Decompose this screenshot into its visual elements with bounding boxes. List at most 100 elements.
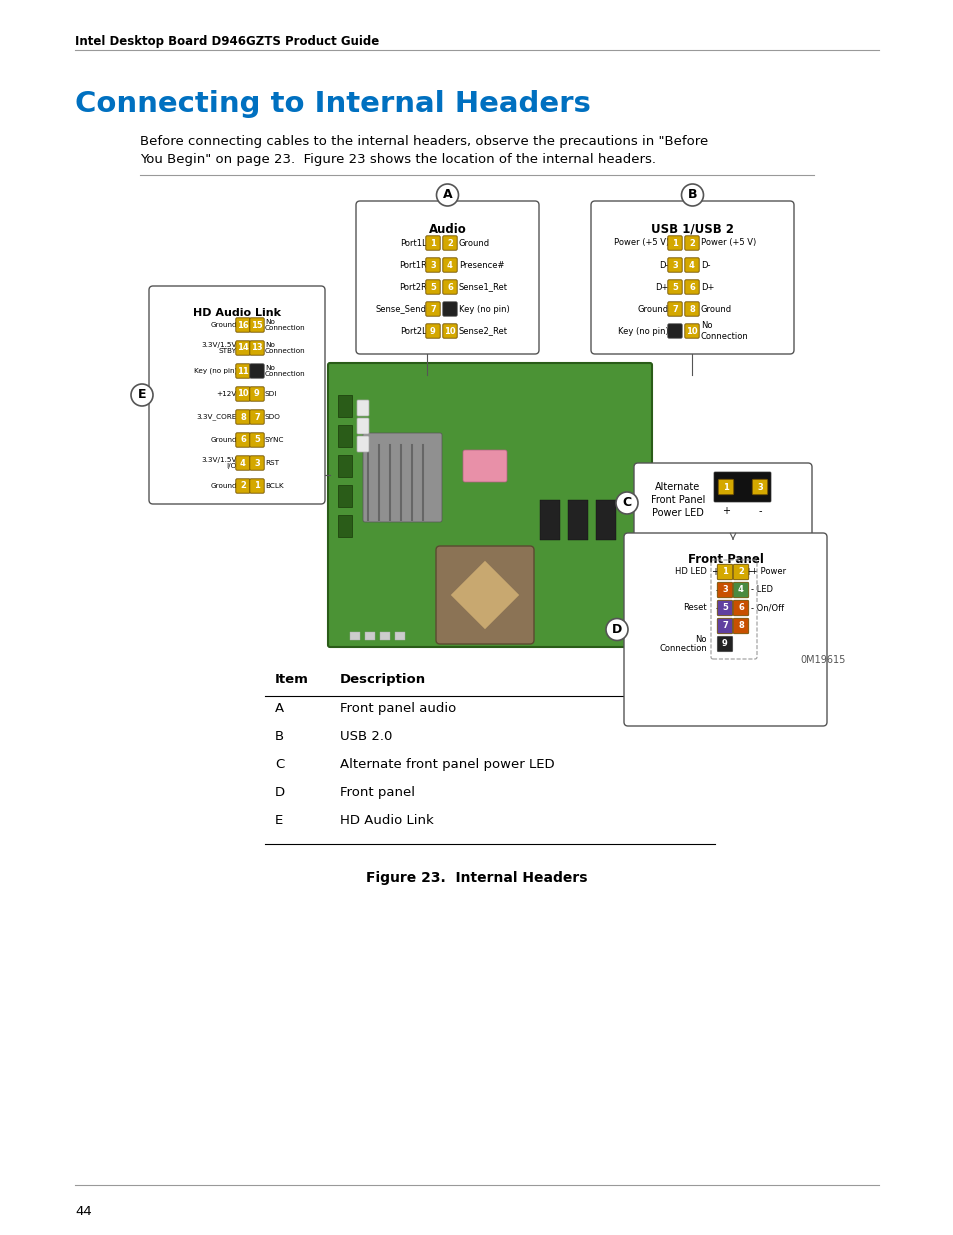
- Text: 2: 2: [447, 238, 453, 247]
- Text: No
Connection: No Connection: [265, 364, 305, 377]
- FancyBboxPatch shape: [235, 341, 250, 356]
- FancyBboxPatch shape: [713, 472, 770, 501]
- FancyBboxPatch shape: [235, 317, 250, 332]
- FancyBboxPatch shape: [733, 600, 748, 616]
- Bar: [337, 454, 352, 477]
- FancyBboxPatch shape: [733, 582, 748, 598]
- Bar: [395, 632, 405, 640]
- Bar: [337, 515, 352, 537]
- Text: 8: 8: [688, 305, 694, 314]
- Text: 1: 1: [671, 238, 678, 247]
- Text: D: D: [611, 622, 621, 636]
- Text: D: D: [274, 785, 285, 799]
- Text: Alternate
Front Panel
Power LED: Alternate Front Panel Power LED: [650, 482, 704, 519]
- FancyBboxPatch shape: [425, 324, 439, 338]
- FancyBboxPatch shape: [355, 201, 538, 354]
- FancyBboxPatch shape: [250, 410, 264, 424]
- Text: 9: 9: [721, 640, 727, 648]
- Text: 6: 6: [738, 604, 743, 613]
- Text: Presence#: Presence#: [458, 261, 504, 269]
- FancyBboxPatch shape: [356, 436, 369, 452]
- FancyBboxPatch shape: [235, 479, 250, 493]
- Text: D+: D+: [655, 283, 668, 291]
- Text: Ground: Ground: [211, 322, 236, 329]
- Text: 6: 6: [240, 436, 246, 445]
- Circle shape: [605, 619, 627, 641]
- FancyBboxPatch shape: [425, 280, 439, 294]
- Text: 15: 15: [251, 321, 263, 330]
- FancyBboxPatch shape: [235, 432, 250, 447]
- Text: Port1L: Port1L: [400, 238, 427, 247]
- Text: 9: 9: [253, 389, 259, 399]
- Text: A: A: [442, 189, 452, 201]
- Text: Alternate front panel power LED: Alternate front panel power LED: [339, 758, 554, 771]
- Text: E: E: [274, 814, 283, 827]
- Text: 4: 4: [447, 261, 453, 269]
- Text: SDO: SDO: [265, 414, 280, 420]
- Text: No
Connection: No Connection: [700, 321, 748, 341]
- Text: 44: 44: [75, 1205, 91, 1218]
- FancyBboxPatch shape: [667, 236, 681, 251]
- Circle shape: [616, 492, 638, 514]
- Text: Power (+5 V): Power (+5 V): [700, 238, 756, 247]
- Polygon shape: [450, 559, 519, 630]
- Text: 2: 2: [738, 568, 743, 577]
- Text: USB 2.0: USB 2.0: [339, 730, 392, 743]
- Text: 0M19615: 0M19615: [800, 655, 844, 664]
- Text: 6: 6: [447, 283, 453, 291]
- FancyBboxPatch shape: [684, 301, 699, 316]
- Text: D+: D+: [700, 283, 714, 291]
- FancyBboxPatch shape: [752, 479, 767, 495]
- Text: - On/Off: - On/Off: [750, 604, 783, 613]
- Text: D-: D-: [659, 261, 668, 269]
- Text: 11: 11: [237, 367, 249, 375]
- Text: Front Panel: Front Panel: [687, 553, 762, 566]
- FancyBboxPatch shape: [425, 258, 439, 272]
- Bar: [337, 485, 352, 508]
- Text: 3: 3: [721, 585, 727, 594]
- Text: 7: 7: [721, 621, 727, 631]
- Text: -: -: [743, 585, 747, 595]
- Text: D-: D-: [700, 261, 710, 269]
- Text: 5: 5: [671, 283, 678, 291]
- Text: 1: 1: [253, 482, 259, 490]
- FancyBboxPatch shape: [667, 258, 681, 272]
- Text: Port1R: Port1R: [398, 261, 427, 269]
- FancyBboxPatch shape: [436, 546, 534, 643]
- Text: HD LED: HD LED: [675, 568, 706, 577]
- FancyBboxPatch shape: [250, 341, 264, 356]
- Text: C: C: [621, 496, 631, 510]
- FancyBboxPatch shape: [667, 324, 681, 338]
- Bar: [350, 632, 359, 640]
- Text: -: -: [715, 603, 719, 613]
- FancyBboxPatch shape: [356, 417, 369, 433]
- Text: USB 1/USB 2: USB 1/USB 2: [650, 224, 733, 236]
- Text: +: +: [721, 506, 729, 516]
- FancyBboxPatch shape: [328, 363, 651, 647]
- Circle shape: [680, 184, 702, 206]
- Bar: [596, 500, 616, 540]
- Text: 3.3V_CORE: 3.3V_CORE: [196, 414, 236, 420]
- Text: Connecting to Internal Headers: Connecting to Internal Headers: [75, 90, 590, 119]
- Text: 1: 1: [430, 238, 436, 247]
- FancyBboxPatch shape: [149, 287, 325, 504]
- FancyBboxPatch shape: [442, 236, 456, 251]
- Text: + Power: + Power: [750, 568, 785, 577]
- Text: Ground: Ground: [458, 238, 490, 247]
- Text: You Begin" on page 23.  Figure 23 shows the location of the internal headers.: You Begin" on page 23. Figure 23 shows t…: [140, 153, 656, 165]
- FancyBboxPatch shape: [717, 619, 732, 634]
- Text: Front panel audio: Front panel audio: [339, 701, 456, 715]
- FancyBboxPatch shape: [250, 432, 264, 447]
- Text: SDI: SDI: [265, 391, 277, 396]
- Text: E: E: [137, 389, 146, 401]
- Text: 2: 2: [688, 238, 694, 247]
- Circle shape: [436, 184, 458, 206]
- FancyBboxPatch shape: [442, 301, 456, 316]
- Text: A: A: [274, 701, 284, 715]
- Text: 7: 7: [253, 412, 259, 421]
- Text: 7: 7: [672, 305, 678, 314]
- Text: 6: 6: [688, 283, 694, 291]
- FancyBboxPatch shape: [684, 280, 699, 294]
- Text: 1: 1: [722, 483, 728, 492]
- FancyBboxPatch shape: [425, 236, 439, 251]
